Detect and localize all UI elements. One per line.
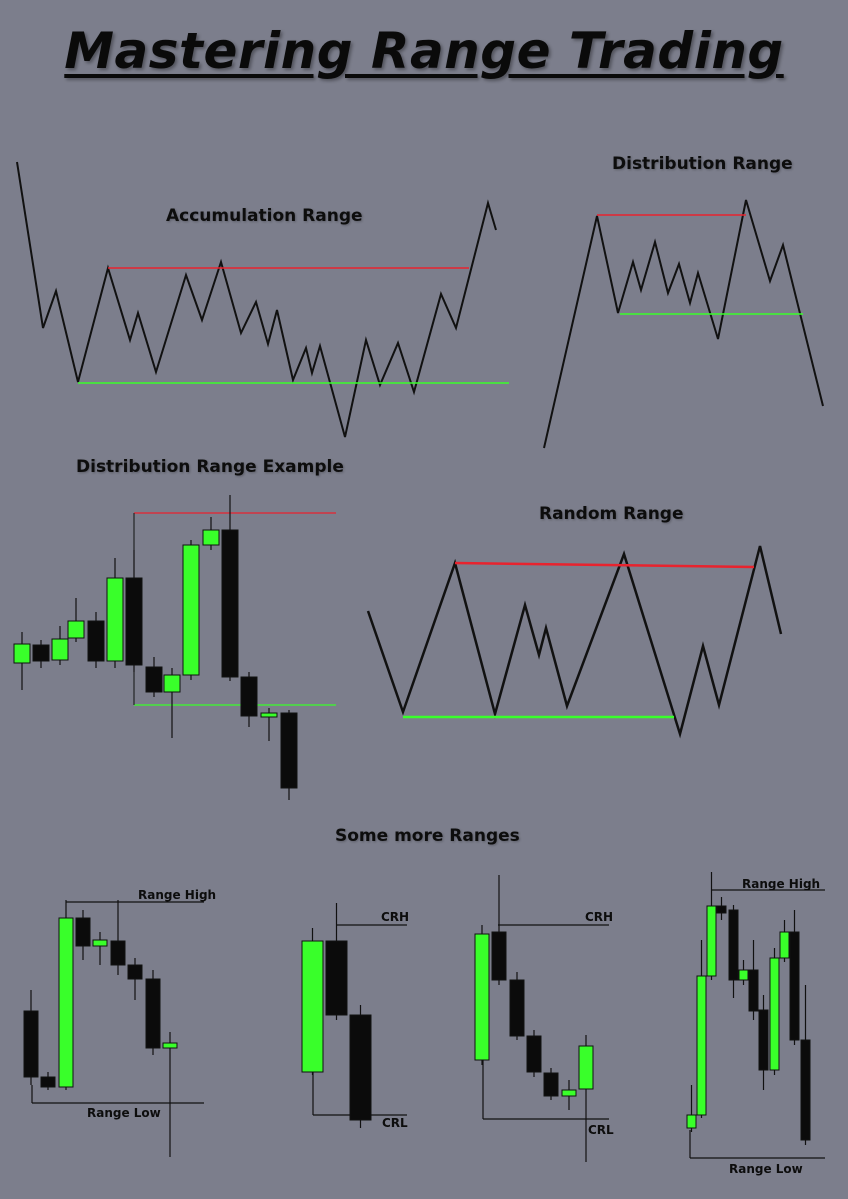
bearish-candle (758, 1009, 769, 1071)
range-high-label: Range High (138, 888, 216, 902)
bullish-candle (162, 1042, 178, 1049)
bullish-candle (92, 939, 108, 947)
more-range-chart-4: Range High Range Low (686, 872, 825, 1176)
bearish-candle (23, 1010, 39, 1078)
crh-label: CRH (381, 910, 409, 924)
more-range-chart-2: CRH CRL (301, 903, 409, 1130)
crl-label: CRL (588, 1123, 614, 1137)
accumulation-price-path (16, 161, 497, 438)
bearish-candle (40, 1076, 56, 1088)
bullish-candle (13, 643, 31, 664)
bullish-candle (67, 620, 85, 639)
random-range-diagram (366, 545, 783, 739)
crh-label: CRH (585, 910, 613, 924)
distribution-example-diagram (13, 495, 336, 800)
bullish-candle (51, 638, 69, 661)
bearish-candle (716, 905, 727, 914)
bearish-candle (240, 676, 258, 717)
accumulation-range-diagram (16, 161, 509, 438)
range-high-label: Range High (742, 877, 820, 891)
crl-label: CRL (382, 1116, 408, 1130)
bullish-candle (738, 969, 749, 981)
bullish-candle (474, 933, 490, 1061)
bearish-candle (543, 1072, 559, 1097)
bullish-candle (769, 957, 780, 1071)
random-resistance-line (454, 561, 755, 569)
random-range-label: Random Range (539, 504, 684, 524)
bullish-candle (260, 712, 278, 718)
bearish-candle (125, 577, 143, 666)
bearish-candle (509, 979, 525, 1037)
bearish-candle (491, 931, 507, 981)
more-ranges-label: Some more Ranges (335, 826, 520, 846)
bearish-candle (75, 917, 91, 947)
bearish-candle (32, 644, 50, 662)
bullish-candle (696, 975, 707, 1116)
bearish-candle (349, 1014, 372, 1121)
random-price-path (366, 545, 783, 739)
bullish-candle (202, 529, 220, 546)
bearish-candle (145, 666, 163, 693)
bearish-candle (789, 931, 800, 1041)
bullish-candle (163, 674, 181, 693)
bullish-candle (106, 577, 124, 662)
bullish-candle (779, 931, 790, 959)
bearish-candle (221, 529, 239, 678)
accumulation-range-label: Accumulation Range (166, 206, 363, 226)
more-range-chart-1: Range High Range Low (23, 888, 216, 1157)
distribution-range-diagram (543, 199, 824, 449)
bullish-candle (182, 544, 200, 676)
bearish-candle (325, 940, 348, 1016)
distribution-example-label: Distribution Range Example (76, 457, 344, 477)
bearish-candle (748, 969, 759, 1012)
distribution-range-label: Distribution Range (612, 154, 793, 174)
bullish-candle (301, 940, 324, 1073)
bearish-candle (728, 909, 739, 981)
bullish-candle (561, 1089, 577, 1097)
bearish-candle (145, 978, 161, 1049)
bullish-candle (706, 905, 717, 977)
distribution-price-path (543, 199, 824, 449)
bearish-candle (127, 964, 143, 980)
range-low-label: Range Low (729, 1162, 803, 1176)
more-range-chart-3: CRH CRL (474, 875, 614, 1162)
bearish-candle (110, 940, 126, 966)
bullish-candle (58, 917, 74, 1088)
range-low-label: Range Low (87, 1106, 161, 1120)
bearish-candle (800, 1039, 811, 1141)
page-title: Mastering Range Trading (64, 22, 784, 80)
bearish-candle (87, 620, 105, 662)
bearish-candle (280, 712, 298, 789)
bullish-candle (578, 1045, 594, 1090)
bearish-candle (526, 1035, 542, 1073)
bullish-candle (686, 1114, 697, 1129)
